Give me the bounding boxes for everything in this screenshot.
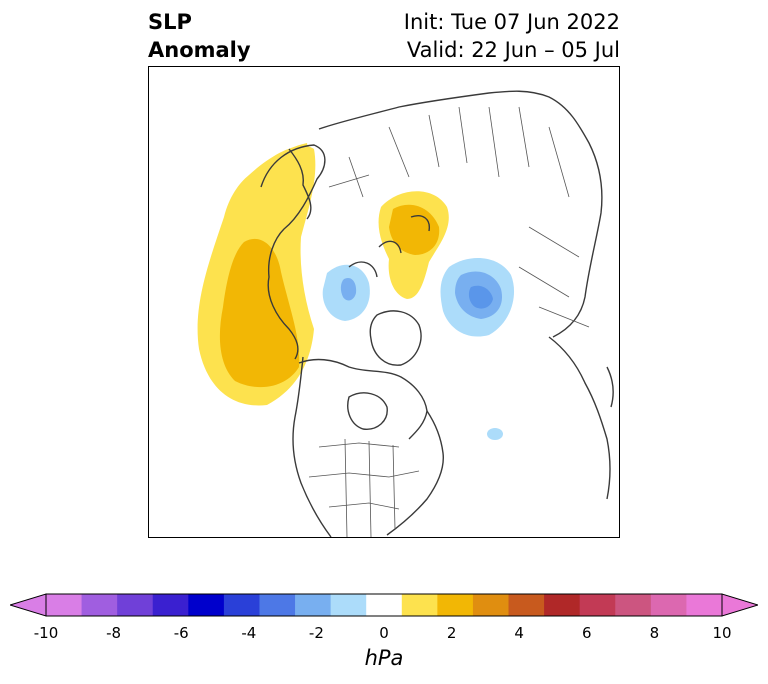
map-title: SLP Anomaly (148, 8, 251, 64)
valid-period: Valid: 22 Jun – 05 Jul (406, 38, 620, 62)
colorbar-border (45, 593, 723, 617)
colorbar-tick-label: 8 (649, 624, 660, 642)
scandinavia-coast (288, 148, 312, 220)
colorbar-segment (81, 594, 118, 616)
colorbar-under-arrow (8, 593, 47, 617)
positive-anomaly-eurasia-core (389, 204, 440, 255)
negative-anomaly-east-peak (468, 285, 493, 309)
colorbar-tick-label: -10 (33, 624, 59, 642)
colorbar-segment (152, 594, 189, 616)
colorbar-svg (8, 593, 760, 617)
colorbar-segment (437, 594, 474, 616)
canada-arctic-coast (298, 358, 428, 440)
greenland-coast (369, 310, 422, 366)
asia-coast (318, 90, 603, 338)
japan-coast (606, 366, 614, 408)
title-type: Anomaly (148, 38, 251, 62)
colorbar-tick-label: 2 (446, 624, 457, 642)
arctic-islands (348, 215, 430, 278)
north-america-west-coast (292, 356, 332, 537)
init-date: Init: Tue 07 Jun 2022 (403, 10, 620, 34)
colorbar-segment (188, 594, 225, 616)
colorbar-tick-label: 4 (514, 624, 524, 642)
map-panel[interactable] (148, 66, 620, 538)
negative-anomaly-atlantic (487, 428, 503, 440)
colorbar-segment (650, 594, 687, 616)
colorbar-tick-label: -6 (173, 624, 189, 642)
colorbar-tick-label: 0 (379, 624, 389, 642)
east-asia-coast (548, 336, 611, 500)
colorbar-unit-label: hPa (364, 646, 404, 670)
borders (308, 106, 590, 537)
colorbar-tick-label: -8 (106, 624, 122, 642)
colorbar-segment (615, 594, 652, 616)
colorbar-segment (295, 594, 332, 616)
colorbar-tick-label: 6 (582, 624, 592, 642)
colorbar-segment (330, 594, 367, 616)
colorbar-segment (472, 594, 510, 616)
colorbar-segment (508, 594, 545, 616)
coastlines (260, 90, 614, 537)
colorbar-segment (223, 594, 260, 616)
europe-coast (260, 144, 326, 360)
polar-stereographic-map (197, 90, 614, 537)
negative-anomaly-west-core (340, 277, 357, 301)
positive-anomaly-greenland (249, 143, 309, 214)
colorbar-tick-label: -2 (308, 624, 324, 642)
title-variable: SLP (148, 10, 192, 34)
colorbar-tick-label: 10 (712, 624, 732, 642)
north-america-east-coast (386, 410, 444, 536)
colorbar-segment (544, 594, 581, 616)
colorbar-segment (401, 594, 438, 616)
colorbar-segment (686, 594, 723, 616)
colorbar (8, 590, 760, 620)
hudson-bay (347, 392, 388, 430)
colorbar-segment (117, 594, 154, 616)
forecast-dates: Init: Tue 07 Jun 2022 Valid: 22 Jun – 05… (404, 8, 620, 64)
colorbar-segment (259, 594, 296, 616)
colorbar-segment (579, 594, 616, 616)
positive-anomaly-pacific-core (219, 238, 300, 388)
colorbar-segment (46, 594, 83, 616)
colorbar-over-arrow (721, 593, 760, 617)
colorbar-segment (366, 594, 403, 616)
colorbar-tick-label: -4 (241, 624, 257, 642)
